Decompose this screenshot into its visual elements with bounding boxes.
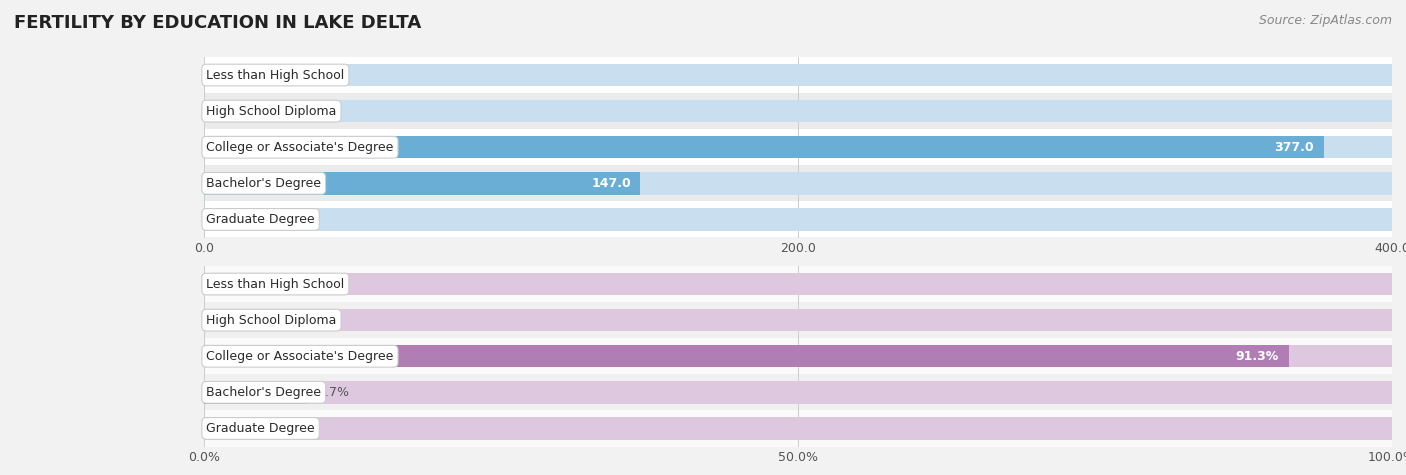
Bar (204, 266, 1392, 302)
Bar (204, 165, 1392, 201)
Bar (204, 345, 1288, 368)
Text: 0.0%: 0.0% (214, 422, 246, 435)
Bar (204, 172, 641, 195)
Text: 0.0: 0.0 (214, 213, 233, 226)
Bar (204, 345, 1392, 368)
Bar (204, 410, 1392, 446)
Bar (204, 381, 308, 404)
Bar (204, 129, 1392, 165)
Text: 0.0%: 0.0% (214, 314, 246, 327)
Text: Source: ZipAtlas.com: Source: ZipAtlas.com (1258, 14, 1392, 27)
Bar (204, 208, 1392, 231)
Bar (204, 381, 1392, 404)
Text: 377.0: 377.0 (1274, 141, 1315, 154)
Text: College or Associate's Degree: College or Associate's Degree (207, 141, 394, 154)
Text: College or Associate's Degree: College or Associate's Degree (207, 350, 394, 363)
Text: 91.3%: 91.3% (1236, 350, 1279, 363)
Bar (204, 57, 1392, 93)
Text: 0.0%: 0.0% (214, 277, 246, 291)
Text: Bachelor's Degree: Bachelor's Degree (207, 386, 321, 399)
Bar (204, 374, 1392, 410)
Bar (204, 136, 1392, 159)
Bar (204, 93, 1392, 129)
Text: 147.0: 147.0 (592, 177, 631, 190)
Text: 0.0: 0.0 (214, 68, 233, 82)
Text: Less than High School: Less than High School (207, 277, 344, 291)
Bar (204, 201, 1392, 238)
Text: Graduate Degree: Graduate Degree (207, 422, 315, 435)
Bar (204, 172, 1392, 195)
Bar (204, 273, 1392, 295)
Text: FERTILITY BY EDUCATION IN LAKE DELTA: FERTILITY BY EDUCATION IN LAKE DELTA (14, 14, 422, 32)
Bar (204, 136, 1323, 159)
Text: High School Diploma: High School Diploma (207, 314, 336, 327)
Text: Less than High School: Less than High School (207, 68, 344, 82)
Text: 0.0: 0.0 (214, 104, 233, 118)
Bar (204, 64, 1392, 86)
Bar (204, 417, 1392, 440)
Bar (204, 100, 1392, 123)
Bar (204, 338, 1392, 374)
Bar (204, 309, 1392, 332)
Text: 8.7%: 8.7% (316, 386, 349, 399)
Bar (204, 302, 1392, 338)
Text: High School Diploma: High School Diploma (207, 104, 336, 118)
Text: Graduate Degree: Graduate Degree (207, 213, 315, 226)
Text: Bachelor's Degree: Bachelor's Degree (207, 177, 321, 190)
